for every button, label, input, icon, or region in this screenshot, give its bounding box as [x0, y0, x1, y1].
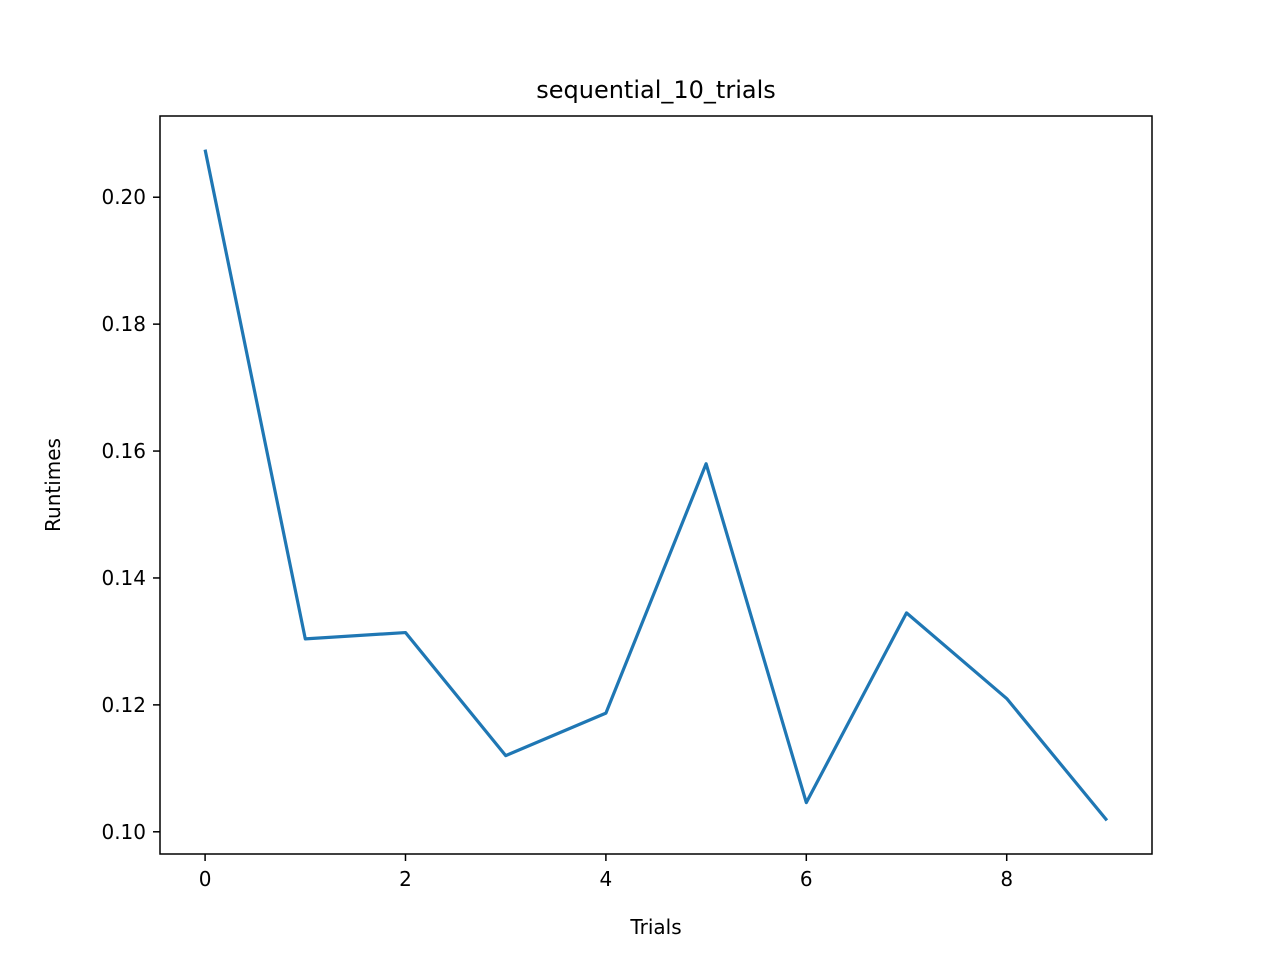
y-tick-label: 0.12 — [101, 693, 146, 717]
x-tick-label: 4 — [600, 867, 613, 891]
x-tick-label: 6 — [800, 867, 813, 891]
y-tick-label: 0.16 — [101, 439, 146, 463]
series-layer — [203, 149, 1109, 822]
plot-area-frame — [159, 115, 1153, 855]
x-tick-label: 2 — [399, 867, 412, 891]
x-axis-ticks: 0 2 4 6 8 — [199, 854, 1013, 891]
x-tick-label: 0 — [199, 867, 212, 891]
series-line-0 — [203, 149, 1109, 822]
y-axis-label: Runtimes — [41, 438, 65, 532]
y-tick-label: 0.10 — [101, 820, 146, 844]
x-axis-label: Trials — [629, 915, 681, 939]
y-tick-label: 0.14 — [101, 566, 146, 590]
y-tick-label: 0.20 — [101, 185, 146, 209]
y-tick-label: 0.18 — [101, 312, 146, 336]
x-tick-label: 8 — [1000, 867, 1013, 891]
y-axis-ticks: 0.10 0.12 0.14 0.16 0.18 0.20 — [101, 185, 160, 844]
chart-title: sequential_10_trials — [536, 76, 776, 104]
